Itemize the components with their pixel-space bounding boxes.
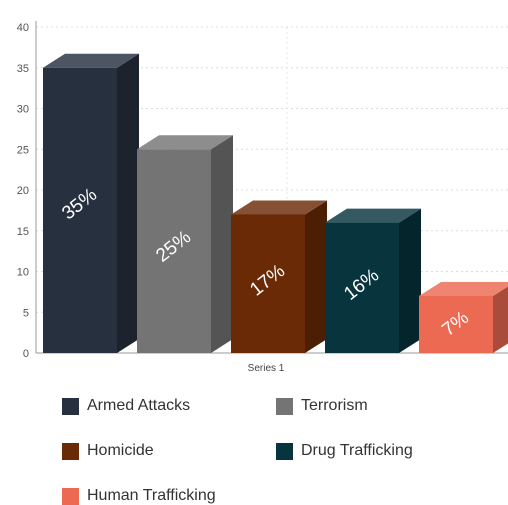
y-tick-label: 15 — [17, 226, 29, 238]
legend-item-homicide[interactable]: Homicide — [62, 442, 154, 460]
legend-item-drug-trafficking[interactable]: Drug Trafficking — [276, 442, 413, 460]
bar-front-human-trafficking — [419, 295, 493, 353]
bar-top-human-trafficking — [419, 281, 508, 296]
legend-label-human-trafficking: Human Trafficking — [87, 487, 216, 504]
bar-front-terrorism — [137, 149, 211, 353]
y-tick-label: 30 — [17, 104, 29, 116]
bar-top-terrorism — [137, 135, 233, 150]
bar-top-armed-attacks — [43, 53, 139, 68]
legend-swatch-terrorism — [276, 397, 293, 415]
legend-swatch-human-trafficking — [62, 487, 79, 505]
bar-side-armed-attacks — [117, 53, 139, 353]
bar-human-trafficking[interactable]: 7% — [419, 281, 508, 353]
y-tick-label: 10 — [17, 267, 29, 279]
y-tick-label: 40 — [17, 22, 29, 34]
bar-side-terrorism — [211, 135, 233, 353]
y-tick-label: 35 — [17, 63, 29, 75]
bar-drug-trafficking[interactable]: 16% — [325, 208, 421, 353]
chart-bars: 35%25%17% 16%7% — [43, 53, 508, 353]
legend-item-terrorism[interactable]: Terrorism — [276, 397, 368, 415]
bar-front-homicide — [231, 214, 305, 353]
bar-terrorism[interactable]: 25% — [137, 135, 233, 353]
y-tick-label: 0 — [23, 348, 29, 360]
bar-top-drug-trafficking — [325, 208, 421, 223]
legend-swatch-armed-attacks — [62, 397, 79, 415]
bar-front-armed-attacks — [43, 67, 117, 353]
legend-swatch-drug-trafficking — [276, 442, 293, 460]
legend-label-drug-trafficking: Drug Trafficking — [301, 442, 413, 459]
bar-side-homicide — [305, 200, 327, 353]
y-tick-label: 20 — [17, 185, 29, 197]
legend-swatch-homicide — [62, 442, 79, 460]
bar-side-drug-trafficking — [399, 208, 421, 353]
legend-label-terrorism: Terrorism — [301, 397, 368, 414]
legend-label-armed-attacks: Armed Attacks — [87, 397, 191, 414]
x-tick-label: Series 1 — [248, 363, 285, 374]
y-tick-label: 25 — [17, 144, 29, 156]
bar-armed-attacks[interactable]: 35% — [43, 53, 139, 353]
bar-homicide[interactable]: 17% — [231, 200, 327, 353]
legend-item-armed-attacks[interactable]: Armed Attacks — [62, 397, 190, 415]
bar-front-drug-trafficking — [325, 222, 399, 353]
bar-side-human-trafficking — [493, 286, 508, 353]
y-tick-label: 5 — [23, 307, 29, 319]
legend-label-homicide: Homicide — [87, 442, 154, 459]
bar-top-homicide — [231, 200, 327, 215]
legend-item-human-trafficking[interactable]: Human Trafficking — [62, 487, 216, 505]
